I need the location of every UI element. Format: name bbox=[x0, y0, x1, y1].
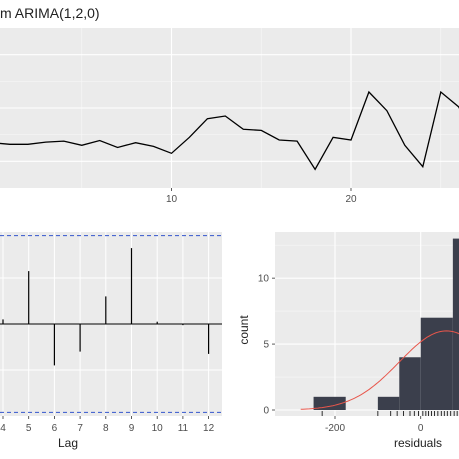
acf-x-tick-label: 12 bbox=[203, 423, 215, 434]
acf-x-tick-label: 4 bbox=[0, 423, 6, 434]
acf-x-tick-label: 6 bbox=[52, 423, 58, 434]
acf-x-tick-label: 9 bbox=[129, 423, 135, 434]
histogram-x-tick-label: 0 bbox=[418, 423, 424, 434]
histogram-x-axis-title: residuals bbox=[394, 436, 442, 450]
normal-density-curve bbox=[300, 330, 459, 410]
acf-x-axis-title: Lag bbox=[58, 436, 78, 450]
top-x-tick-label: 10 bbox=[166, 194, 178, 205]
histogram-y-tick-label: 5 bbox=[263, 340, 269, 351]
acf-x-tick-label: 7 bbox=[77, 423, 83, 434]
histogram-bar bbox=[313, 396, 346, 410]
acf-panel: 4 5 6 7 8 9 10 11 12 Lag bbox=[0, 232, 222, 450]
histogram-bar bbox=[377, 396, 400, 410]
acf-x-tick-label: 11 bbox=[178, 423, 189, 434]
chart-title: m ARIMA(1,2,0) bbox=[0, 5, 100, 21]
histogram-y-axis-title: count bbox=[237, 315, 251, 345]
histogram-x-tick-label: -200 bbox=[325, 423, 345, 434]
acf-x-tick-label: 10 bbox=[152, 423, 164, 434]
acf-x-tick-label: 8 bbox=[103, 423, 109, 434]
acf-x-tick-label: 5 bbox=[26, 423, 32, 434]
histogram-y-tick-label: 0 bbox=[263, 406, 269, 417]
top-x-tick-label: 20 bbox=[345, 194, 357, 205]
residual-line-panel: 10 20 bbox=[0, 28, 459, 205]
histogram-bar bbox=[420, 317, 453, 410]
histogram-bar bbox=[399, 357, 421, 410]
histogram-y-tick-label: 10 bbox=[258, 274, 270, 285]
histogram-panel: 0 5 10 -200 0 residuals count bbox=[237, 232, 459, 450]
residual-line bbox=[0, 90, 459, 171]
histogram-bar bbox=[452, 238, 459, 410]
